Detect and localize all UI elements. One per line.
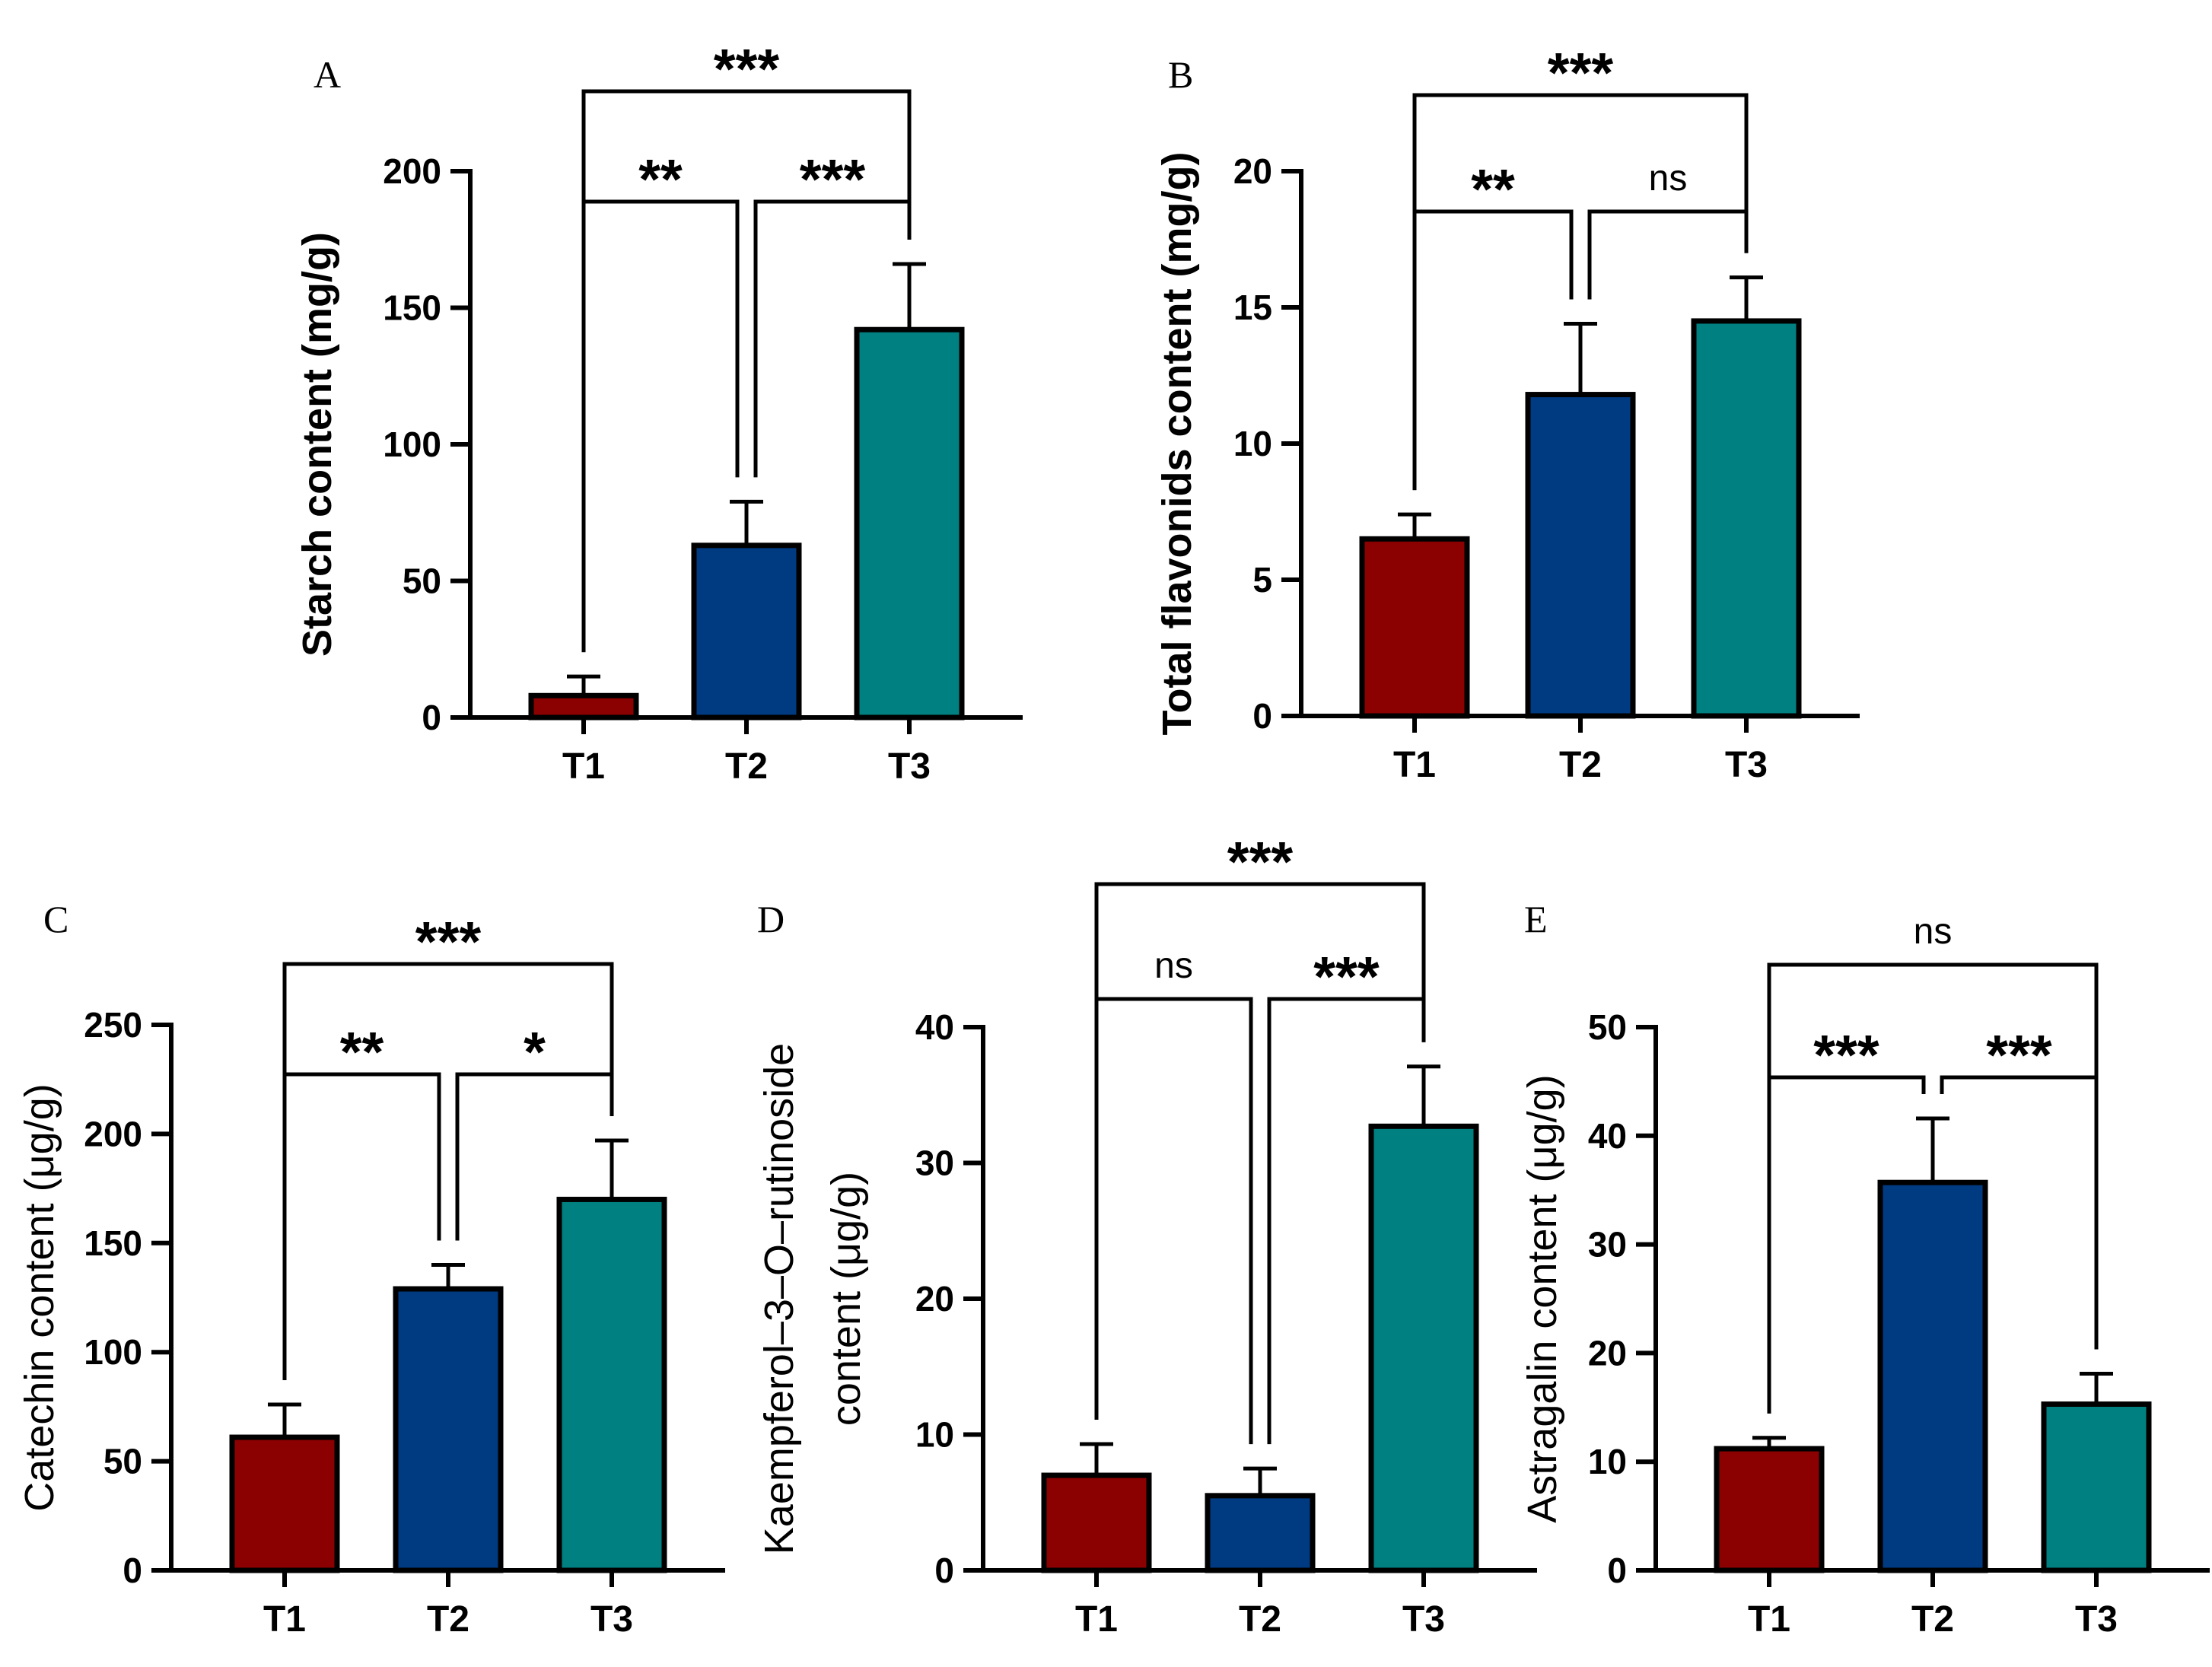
x-tick-label: T3 [1402,1599,1445,1640]
y-tick-label: 10 [915,1415,954,1455]
x-tick-label: T1 [1075,1599,1118,1640]
y-axis-title: Total flavonids content (mg/g) [1154,152,1200,736]
significance-bracket [1094,997,1253,1445]
panel-d: D 0 10 20 30 40 Kaempferol–3–O–rutinoside conte… [756,830,1537,1640]
x-tick-label: T2 [1239,1599,1281,1640]
significance-label: ** [1471,157,1515,221]
x-tick-label: T2 [1911,1599,1954,1640]
panel-letter: D [757,898,785,940]
significance-label: ** [340,1020,384,1083]
y-tick-label: 200 [383,151,441,191]
bar [2041,1401,2152,1573]
bar [854,326,965,721]
significance-bracket [1587,209,1749,300]
bar [229,1434,340,1573]
panel-letter: C [43,898,68,940]
y-tick-label: 30 [915,1144,954,1183]
significance-label: * [524,1020,546,1083]
y-tick-label: 30 [1588,1225,1627,1265]
y-axis-title: Catechin content (μg/g) [17,1083,62,1511]
panel-c: C 0 50 100 150 200 250 Catechin content (μg/g) T… [17,898,725,1640]
y-tick-label: 150 [84,1223,142,1263]
y-axis-title: content (μg/g) [823,1172,869,1426]
y-tick-label: 100 [84,1332,142,1372]
x-tick-label: T1 [562,746,605,787]
x-tick-label: T2 [1559,745,1602,785]
bar [1041,1472,1152,1573]
y-tick-label: 100 [383,425,441,464]
panel-b: B 0 5 10 15 20 Total flavonids content (mg/g) T… [1154,41,1860,785]
y-axis-title: Kaempferol–3–O–rutinoside [756,1043,802,1554]
panel-letter: E [1524,898,1548,940]
y-tick-label: 0 [934,1551,954,1590]
significance-label: *** [714,37,780,100]
significance-label: ** [638,148,683,211]
significance-label: ns [1649,158,1688,199]
y-tick-label: 15 [1233,288,1272,327]
y-tick-label: 5 [1252,560,1272,600]
bar [1691,318,1802,719]
y-tick-label: 0 [1607,1551,1627,1590]
significance-bracket [282,962,614,1381]
significance-bracket [1412,93,1749,491]
significance-label: *** [1313,945,1380,1008]
bar [1359,536,1470,719]
significance-label: *** [800,148,866,211]
significance-label: ns [1914,911,1953,952]
significance-label: *** [1986,1023,2052,1086]
bar [528,692,639,721]
y-tick-label: 50 [103,1442,142,1481]
y-tick-label: 0 [422,698,441,737]
x-tick-label: T1 [1748,1599,1790,1640]
x-tick-label: T3 [1725,745,1768,785]
significance-label: *** [1548,41,1614,104]
y-tick-label: 40 [1588,1116,1627,1156]
y-tick-label: 10 [1233,424,1272,463]
significance-label: *** [1813,1023,1879,1086]
bar [556,1196,667,1573]
y-tick-label: 40 [915,1007,954,1047]
y-tick-label: 20 [915,1279,954,1319]
y-tick-label: 250 [84,1005,142,1045]
y-tick-label: 150 [383,288,441,328]
bar [691,542,802,721]
panel-letter: B [1168,53,1193,96]
significance-label: ns [1154,946,1193,986]
bar [1205,1493,1316,1573]
x-tick-label: T3 [590,1599,633,1640]
bar [1525,392,1636,719]
x-tick-label: T1 [263,1599,306,1640]
bar [1714,1446,1825,1573]
x-tick-label: T3 [2075,1599,2118,1640]
y-tick-label: 50 [403,561,441,601]
y-tick-label: 0 [123,1551,142,1590]
significance-bracket [1767,962,2099,1414]
bar [393,1286,504,1573]
y-axis-title: Starch content (mg/g) [294,232,340,657]
significance-label: *** [415,910,482,973]
significance-bracket [1094,882,1426,1420]
y-tick-label: 20 [1233,151,1272,191]
x-tick-label: T1 [1393,745,1436,785]
significance-label: *** [1227,830,1294,893]
y-tick-label: 20 [1588,1333,1627,1373]
x-tick-label: T3 [888,746,931,787]
y-tick-label: 50 [1588,1007,1627,1047]
bar [1368,1123,1479,1573]
y-tick-label: 0 [1252,696,1272,736]
panel-a: A 0 50 100 150 200 Starch content (mg/g) T1 T2 T3… [294,37,1023,787]
y-tick-label: 200 [84,1114,142,1153]
x-tick-label: T2 [725,746,768,787]
significance-bracket [581,89,912,653]
panel-letter: A [313,53,341,96]
y-tick-label: 10 [1588,1442,1627,1481]
bar [1877,1179,1988,1573]
y-axis-title: Astragalin content (μg/g) [1520,1074,1565,1522]
x-tick-label: T2 [427,1599,469,1640]
panel-e: E 0 10 20 30 40 50 Astragalin content (μg/g) T1 T… [1520,898,2210,1640]
